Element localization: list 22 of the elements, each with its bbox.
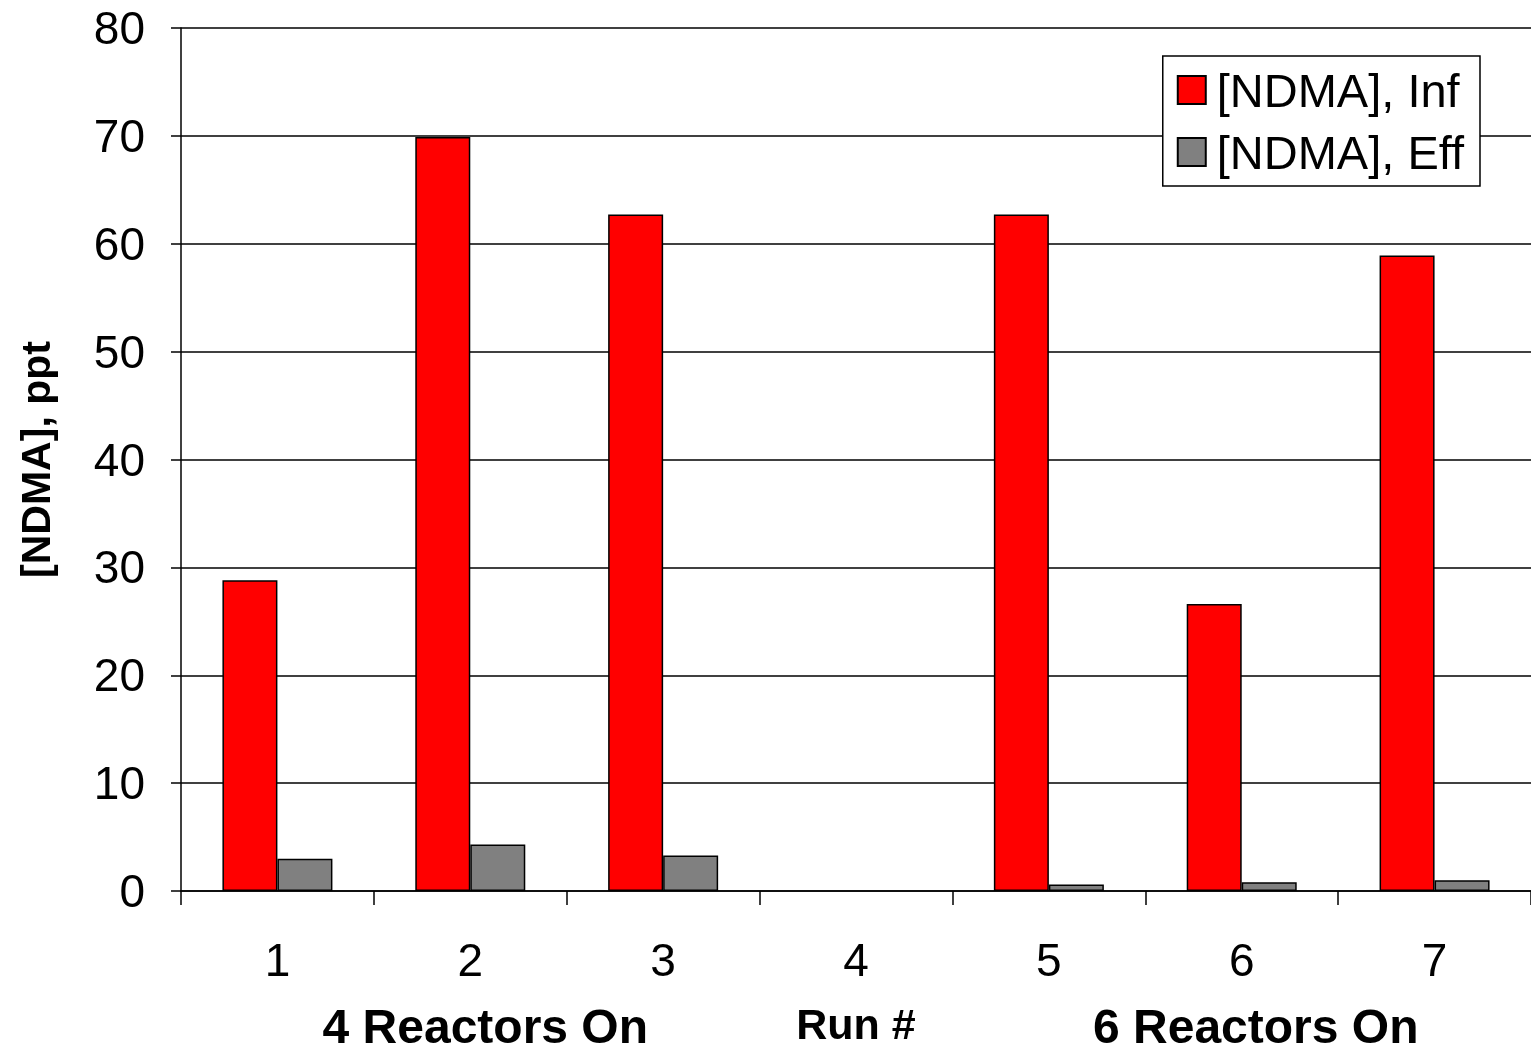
y-tick-label: 10 (93, 757, 145, 810)
legend-label: [NDMA], Inf (1216, 63, 1461, 117)
y-tick-label: 60 (93, 217, 145, 270)
x-tick-label: 5 (1036, 934, 1062, 986)
legend-label: [NDMA], Eff (1216, 125, 1465, 179)
x-axis-title: Run # (796, 999, 916, 1048)
y-tick-label: 50 (93, 325, 145, 378)
x-tick-label: 4 (843, 934, 869, 986)
y-tick-label: 30 (93, 541, 145, 594)
x-tick-label: 7 (1421, 934, 1448, 986)
x-tick-label: 3 (650, 934, 676, 986)
y-tick-label: 20 (93, 649, 145, 702)
x-tick-label: 6 (1228, 934, 1255, 986)
y-tick-label: 40 (93, 433, 145, 486)
x-tick-label: 2 (457, 934, 484, 986)
x-tick-label: 1 (264, 934, 291, 986)
text: 4 Reactors On (322, 999, 648, 1051)
y-axis-title: [NDMA], ppt (12, 340, 59, 578)
y-tick-label: 0 (119, 865, 145, 917)
y-tick-label: 80 (93, 2, 145, 54)
text: 6 Reactors On (1093, 999, 1419, 1051)
y-tick-label: 70 (93, 109, 145, 162)
